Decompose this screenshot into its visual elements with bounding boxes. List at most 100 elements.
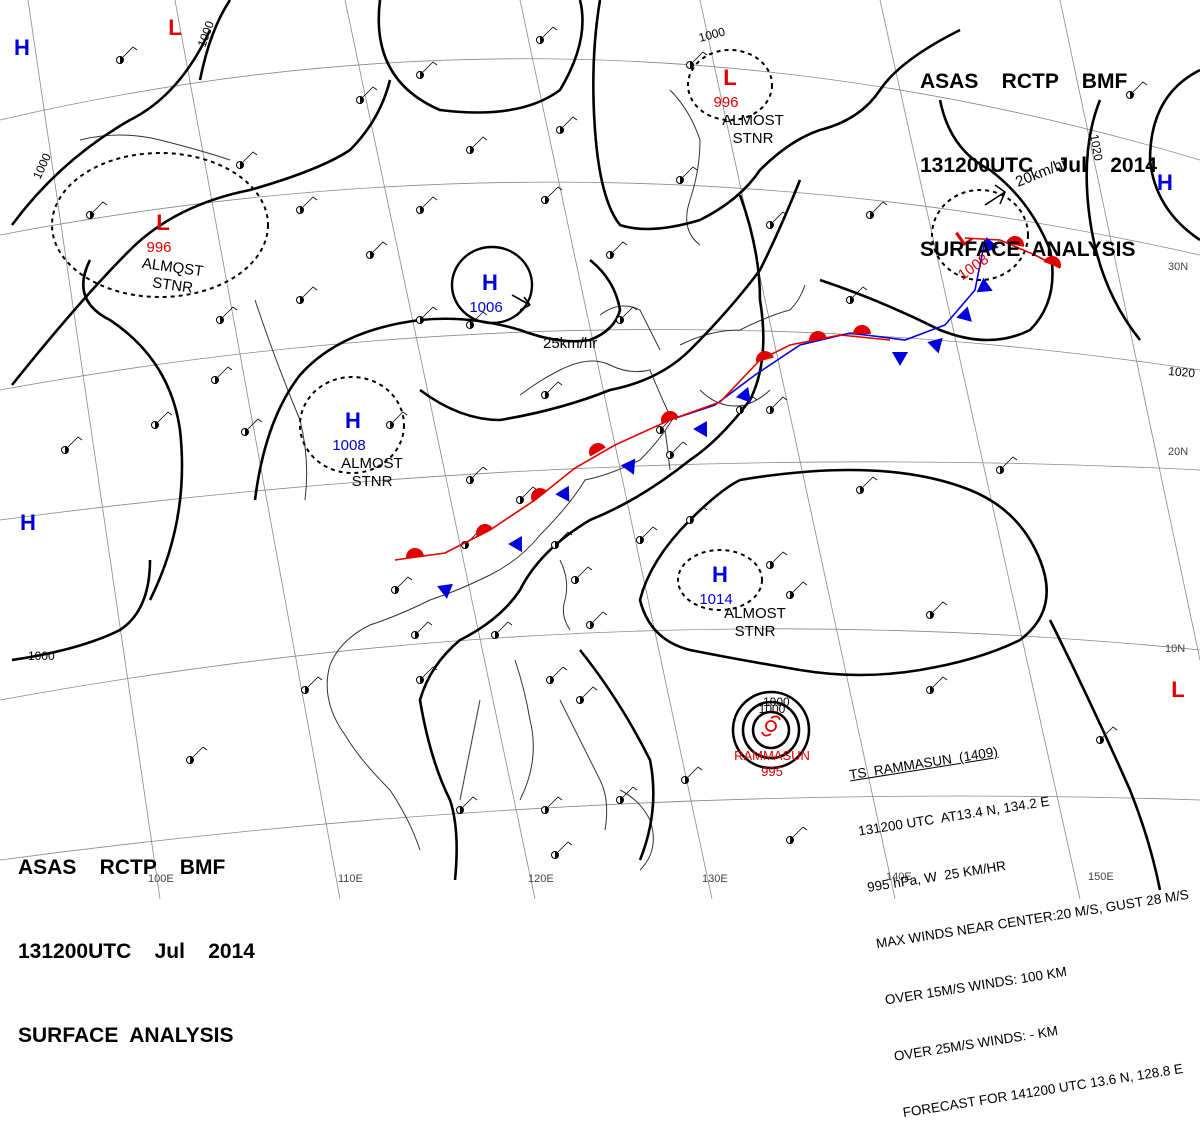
cold-front-triangle [976, 277, 993, 293]
station-cloud-cover [120, 56, 124, 64]
station-cloud-cover [370, 251, 374, 259]
station-wind-barb [422, 306, 438, 318]
station-wind-barb [672, 441, 688, 453]
station-wind-barb [417, 621, 433, 633]
station-cloud-cover [420, 676, 424, 684]
high-pressure-center: H [14, 35, 30, 60]
header-top-right: ASAS RCTP BMF 131200UTC Jul 2014 SURFACE… [920, 12, 1157, 292]
typhoon-info-line: OVER 15M/S WINDS: 100 KM [883, 963, 1068, 1008]
center-pressure-value: 1014 [699, 591, 732, 608]
station-wind-barb [872, 201, 888, 213]
station-wind-barb [562, 116, 578, 128]
station-cloud-cover [620, 316, 624, 324]
isobars [10, 0, 1200, 891]
station-wind-barb [792, 581, 808, 593]
isobar-label: 1000 [28, 649, 55, 663]
station-wind-barb [682, 166, 698, 178]
station-cloud-cover [740, 406, 744, 414]
station-wind-barb [392, 411, 408, 423]
typhoon-info-block: TS RAMMASUN (1409) 131200 UTC AT13.4 N, … [842, 672, 1200, 1140]
stationary-label: ALMOST [722, 112, 784, 129]
station-cloud-cover [470, 476, 474, 484]
station-wind-barb [422, 196, 438, 208]
station-cloud-cover [415, 631, 419, 639]
station-cloud-cover [545, 196, 549, 204]
longitude-label: 110E [338, 873, 363, 885]
cold-front-triangle [693, 421, 707, 438]
station-wind-barb [557, 531, 573, 543]
station-cloud-cover [1130, 91, 1134, 99]
station-cloud-cover [575, 576, 579, 584]
station-wind-barb [622, 306, 638, 318]
station-wind-barb [547, 381, 563, 393]
station-wind-barb [1002, 456, 1018, 468]
warm-front-semicircle [406, 548, 424, 559]
low-pressure-center: L [156, 210, 169, 235]
station-cloud-cover [240, 161, 244, 169]
station-cloud-cover [545, 391, 549, 399]
latitude-label: 30N [1168, 261, 1188, 273]
station-wind-barb [592, 611, 608, 623]
station-wind-barb [422, 666, 438, 678]
station-wind-barb [772, 551, 788, 563]
station-wind-barb [522, 486, 538, 498]
typhoon-info-line: TS RAMMASUN (1409) [848, 744, 999, 783]
typhoon-info-line: MAX WINDS NEAR CENTER:20 M/S, GUST 28 M/… [875, 886, 1190, 952]
station-cloud-cover [360, 96, 364, 104]
dashed-isobars [51, 49, 1029, 611]
stationary-front-line [669, 239, 986, 421]
header-line-3: SURFACE ANALYSIS [18, 1024, 234, 1047]
station-wind-barb [242, 151, 258, 163]
typhoon-symbol-icon [761, 715, 781, 737]
station-wind-barb [372, 241, 388, 253]
warm-front-semicircle [1043, 256, 1061, 269]
latitude-label: 10N [1165, 643, 1185, 655]
cold-front-triangle [927, 337, 943, 354]
station-cloud-cover [215, 376, 219, 384]
station-cloud-cover [560, 126, 564, 134]
typhoon-info-line: 995 hPa, W 25 KM/HR [866, 858, 1008, 895]
header-line-1: ASAS RCTP BMF [920, 70, 1128, 93]
station-cloud-cover [640, 536, 644, 544]
warm-front-semicircle [476, 524, 493, 538]
typhoon-isobar-label: 1000 [759, 702, 786, 716]
station-cloud-cover [790, 836, 794, 844]
station-wind-barb [582, 686, 598, 698]
high-pressure-center: H [712, 562, 728, 587]
station-wind-barb [92, 201, 108, 213]
station-cloud-cover [220, 316, 224, 324]
station-cloud-cover [90, 211, 94, 219]
station-wind-barb [497, 621, 513, 633]
isobar-label: 1020 [1168, 364, 1196, 380]
station-wind-barb [462, 796, 478, 808]
warm-front-semicircle [531, 488, 548, 503]
isobar-label: 1020 [1087, 133, 1105, 162]
typhoon-info-line: FORECAST FOR 141200 UTC 13.6 N, 128.8 E [901, 1060, 1184, 1121]
station-cloud-cover [850, 296, 854, 304]
station-cloud-cover [460, 806, 464, 814]
station-cloud-cover [540, 36, 544, 44]
station-wind-barb [642, 526, 658, 538]
center-pressure-value: 1008 [332, 437, 365, 454]
station-wind-barb [687, 766, 703, 778]
warm-front-semicircle [853, 325, 871, 334]
station-cloud-cover [930, 686, 934, 694]
cold-front-triangle [437, 583, 453, 599]
header-line-2: 131200UTC Jul 2014 [920, 154, 1157, 177]
coastlines [79, 89, 806, 871]
station-wind-barb [302, 196, 318, 208]
station-cloud-cover [420, 71, 424, 79]
motion-arrow-icon [511, 294, 531, 311]
center-pressure-value: 996 [713, 94, 738, 111]
station-cloud-cover [770, 406, 774, 414]
station-cloud-cover [470, 146, 474, 154]
station-cloud-cover [545, 806, 549, 814]
station-cloud-cover [65, 446, 69, 454]
station-wind-barb [772, 211, 788, 223]
station-cloud-cover [555, 851, 559, 859]
warm-front-semicircle [1006, 236, 1024, 247]
station-wind-barb [852, 286, 868, 298]
station-cloud-cover [495, 631, 499, 639]
station-cloud-cover [580, 696, 584, 704]
low-pressure-center: L [1171, 677, 1184, 702]
